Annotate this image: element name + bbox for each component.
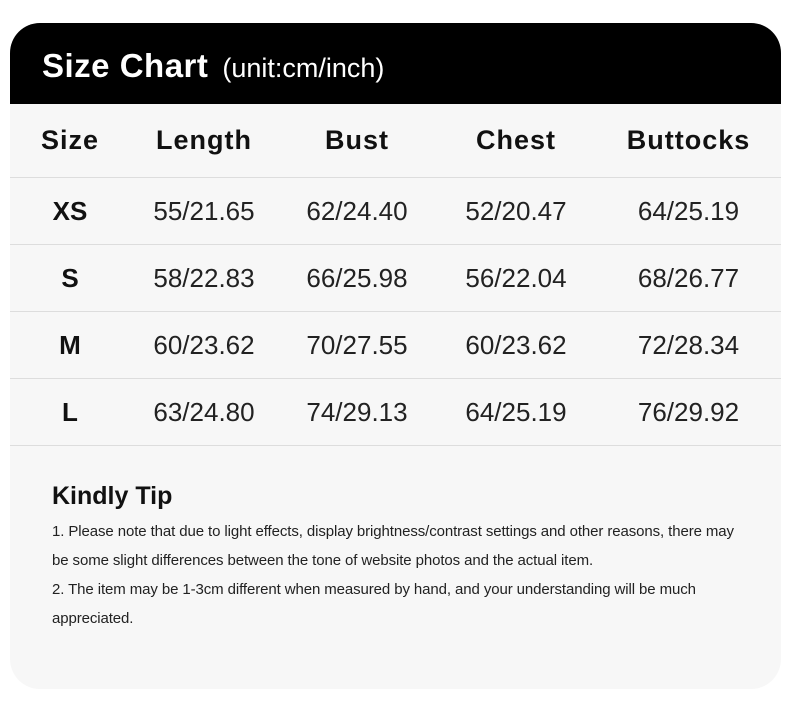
kindly-tip-section: Kindly Tip 1. Please note that due to li…: [10, 446, 781, 633]
table-cell: 52/20.47: [436, 177, 596, 245]
size-cell: S: [10, 244, 130, 312]
unit-label: (unit:cm/inch): [222, 53, 385, 83]
table-cell: 60/23.62: [130, 311, 278, 379]
size-chart-header: Size Chart (unit:cm/inch): [10, 23, 781, 104]
tip-item: 2. The item may be 1-3cm different when …: [52, 581, 696, 627]
table-cell: 76/29.92: [596, 378, 781, 446]
table-cell: 72/28.34: [596, 311, 781, 379]
column-header: Chest: [436, 104, 596, 178]
table-row: M 60/23.62 70/27.55 60/23.62 72/28.34: [10, 311, 781, 379]
table-row: S 58/22.83 66/25.98 56/22.04 68/26.77: [10, 244, 781, 312]
table-cell: 55/21.65: [130, 177, 278, 245]
table-cell: 70/27.55: [278, 311, 436, 379]
size-table: Size Length Bust Chest Buttocks XS 55/21…: [10, 104, 781, 446]
size-cell: M: [10, 311, 130, 379]
table-cell: 66/25.98: [278, 244, 436, 312]
table-cell: 63/24.80: [130, 378, 278, 446]
tip-item: 1. Please note that due to light effects…: [52, 523, 734, 569]
column-header: Length: [130, 104, 278, 178]
column-header: Bust: [278, 104, 436, 178]
size-cell: XS: [10, 177, 130, 245]
tip-title: Kindly Tip: [52, 482, 173, 510]
table-row: XS 55/21.65 62/24.40 52/20.47 64/25.19: [10, 177, 781, 245]
size-chart-card: Size Chart (unit:cm/inch) Size Length Bu…: [10, 23, 781, 689]
table-cell: 68/26.77: [596, 244, 781, 312]
size-cell: L: [10, 378, 130, 446]
column-header: Size: [10, 104, 130, 178]
page-title: Size Chart: [42, 47, 209, 84]
column-header: Buttocks: [596, 104, 781, 178]
table-cell: 74/29.13: [278, 378, 436, 446]
table-cell: 58/22.83: [130, 244, 278, 312]
table-cell: 60/23.62: [436, 311, 596, 379]
table-header-row: Size Length Bust Chest Buttocks: [10, 104, 781, 178]
table-cell: 56/22.04: [436, 244, 596, 312]
table-cell: 62/24.40: [278, 177, 436, 245]
table-row: L 63/24.80 74/29.13 64/25.19 76/29.92: [10, 378, 781, 446]
table-cell: 64/25.19: [436, 378, 596, 446]
table-cell: 64/25.19: [596, 177, 781, 245]
